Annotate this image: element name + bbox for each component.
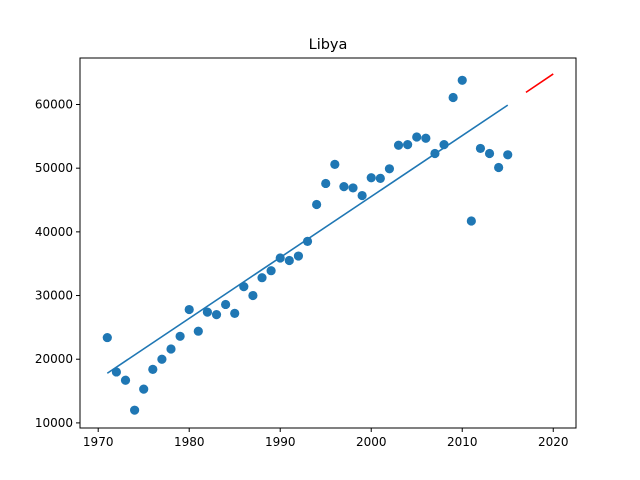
- y-tick-label: 30000: [35, 289, 73, 303]
- y-tick-label: 50000: [35, 161, 73, 175]
- data-point: [239, 282, 249, 292]
- y-tick-label: 60000: [35, 97, 73, 111]
- data-point: [202, 307, 213, 317]
- plot-marks: [102, 73, 554, 415]
- data-point: [139, 384, 149, 394]
- data-point: [148, 364, 158, 375]
- data-point: [248, 290, 258, 301]
- chart-title: Libya: [309, 37, 348, 53]
- data-point: [321, 178, 331, 189]
- forecast-line: [525, 73, 554, 94]
- y-tick-label: 20000: [35, 352, 73, 366]
- data-point: [366, 173, 376, 183]
- data-point: [494, 162, 504, 173]
- data-point: [339, 182, 349, 192]
- data-point: [503, 150, 513, 160]
- data-point: [393, 140, 404, 150]
- data-point: [375, 173, 385, 183]
- data-point: [430, 148, 440, 159]
- data-point: [293, 251, 304, 261]
- data-point: [230, 308, 240, 318]
- x-tick-label: 1990: [265, 435, 296, 449]
- x-tick-label: 2020: [538, 435, 569, 449]
- y-tick-label: 10000: [35, 416, 73, 430]
- data-point: [484, 148, 495, 159]
- x-tick-label: 1980: [174, 435, 205, 449]
- plot-axes: 1970 1980 1990 2000 2010 2020 10000 20000 30000 4…: [35, 57, 577, 449]
- axes-frame: [79, 57, 577, 429]
- data-point: [302, 236, 313, 247]
- data-point: [466, 216, 476, 226]
- data-point: [275, 253, 285, 263]
- data-point: [475, 143, 486, 154]
- data-point: [421, 133, 431, 143]
- x-tick-label: 1970: [83, 435, 114, 449]
- data-point: [130, 405, 140, 415]
- y-tick-label: 40000: [35, 225, 73, 239]
- data-point: [111, 367, 122, 377]
- data-point: [384, 164, 395, 174]
- data-point: [412, 132, 422, 142]
- data-point: [457, 75, 467, 85]
- data-point: [330, 159, 340, 169]
- data-point: [221, 299, 231, 310]
- data-point: [312, 199, 322, 210]
- data-point: [193, 326, 203, 336]
- data-point: [211, 310, 222, 320]
- data-point: [257, 273, 267, 283]
- x-tick-label: 2010: [447, 435, 478, 449]
- data-point: [357, 190, 367, 201]
- data-point: [157, 354, 167, 364]
- data-point: [102, 332, 112, 343]
- data-point: [348, 183, 358, 193]
- data-point: [284, 255, 294, 266]
- data-point: [120, 375, 131, 385]
- data-point: [439, 140, 449, 150]
- data-point: [448, 92, 458, 103]
- data-point: [166, 344, 176, 354]
- data-point: [403, 140, 413, 150]
- x-tick-label: 2000: [356, 435, 387, 449]
- data-point: [184, 304, 194, 315]
- data-point: [266, 266, 276, 276]
- data-point: [175, 331, 185, 341]
